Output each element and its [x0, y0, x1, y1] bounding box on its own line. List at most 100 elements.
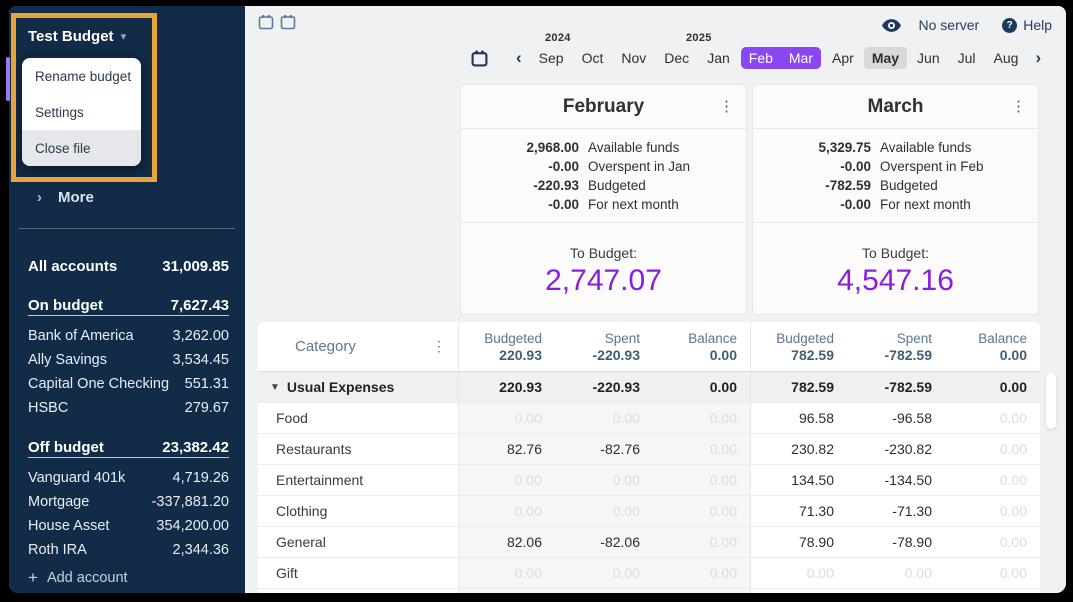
account-row[interactable]: Roth IRA 2,344.36	[28, 540, 229, 560]
feb-spent-header: Spent -220.93	[555, 322, 653, 371]
mar-balance-cell: 0.00	[999, 472, 1027, 488]
account-name: HSBC	[28, 400, 69, 416]
card-stats: 2,968.00 Available funds -0.00 Overspent…	[461, 129, 746, 223]
menu-item-close-file[interactable]: Close file	[22, 130, 141, 166]
off-budget-label: Off budget	[28, 438, 104, 456]
feb-budgeted-cell[interactable]: 0.00	[458, 558, 555, 588]
account-row[interactable]: HSBC 279.67	[28, 398, 229, 418]
feb-budgeted-cell[interactable]: 0.00	[458, 403, 555, 433]
account-row[interactable]: Bank of America 3,262.00	[28, 326, 229, 346]
calendar-icon[interactable]	[280, 14, 296, 30]
chevron-right-icon: ›	[37, 189, 42, 206]
mar-budgeted-cell[interactable]: 134.50	[750, 465, 847, 495]
to-budget-amount[interactable]: 2,747.07	[545, 264, 662, 297]
month-item-jan[interactable]: Jan	[707, 50, 730, 66]
mar-budgeted-cell[interactable]: 0.00	[750, 558, 847, 588]
month-card-february: February ⋮ 2,968.00 Available funds -0.0…	[460, 84, 747, 315]
previous-months-button[interactable]: ‹	[516, 48, 522, 67]
dots-menu-icon[interactable]: ⋮	[1011, 98, 1026, 115]
feb-balance-header: Balance 0.00	[653, 322, 750, 371]
account-name: Ally Savings	[28, 352, 107, 368]
mar-budgeted-cell[interactable]: 96.58	[750, 403, 847, 433]
account-balance: 4,719.26	[172, 470, 229, 486]
calendar-picker-icon[interactable]	[471, 50, 488, 67]
account-row[interactable]: House Asset 354,200.00	[28, 516, 229, 536]
calendar-icon[interactable]	[258, 14, 274, 30]
stat-label: Available funds	[588, 140, 680, 155]
column-label: Spent	[604, 330, 640, 346]
mar-budgeted-cell[interactable]: 71.30	[750, 496, 847, 526]
off-budget-value: 23,382.42	[162, 438, 229, 456]
account-row[interactable]: Capital One Checking 551.31	[28, 374, 229, 394]
mar-budgeted-cell[interactable]: 78.90	[750, 527, 847, 557]
category-name[interactable]: General	[276, 534, 326, 550]
feb-budgeted-cell[interactable]: 82.06	[458, 527, 555, 557]
mar-budgeted-cell[interactable]: 230.82	[750, 434, 847, 464]
mar-spent-cell: -230.82	[884, 441, 932, 457]
sidebar-item-all-accounts[interactable]: All accounts 31,009.85	[28, 256, 229, 276]
all-accounts-value: 31,009.85	[162, 257, 229, 275]
month-item-jul[interactable]: Jul	[957, 50, 976, 66]
month-item-nov[interactable]: Nov	[621, 50, 647, 66]
feb-budgeted-cell[interactable]: 0.00	[458, 465, 555, 495]
to-budget-amount[interactable]: 4,547.16	[837, 264, 954, 297]
month-item-sep[interactable]: Sep	[538, 50, 564, 66]
account-row[interactable]: Vanguard 401k 4,719.26	[28, 468, 229, 488]
server-status-button[interactable]: No server	[918, 17, 980, 33]
month-item-may-current[interactable]: May	[863, 47, 908, 69]
card-header: March ⋮	[753, 85, 1038, 129]
stat-value: -220.93	[533, 178, 579, 193]
month-item-apr[interactable]: Apr	[832, 50, 854, 66]
feb-budgeted-cell[interactable]: 82.76	[458, 434, 555, 464]
sidebar-group-off-budget[interactable]: Off budget 23,382.42	[28, 437, 229, 457]
month-item-feb-selected[interactable]: Feb	[748, 50, 773, 66]
month-item-oct[interactable]: Oct	[581, 50, 604, 66]
category-row-entertainment: Entertainment 0.00 0.00 0.00 134.50 -134…	[258, 465, 1040, 496]
feb-budgeted-cell[interactable]: 0.00	[458, 496, 555, 526]
month-item-jun[interactable]: Jun	[917, 50, 940, 66]
dots-menu-icon[interactable]: ⋮	[719, 98, 734, 115]
mar-spent-cell: -78.90	[892, 534, 932, 550]
account-balance: 3,534.45	[172, 352, 229, 368]
stat-value: 5,329.75	[818, 140, 871, 155]
menu-item-rename-budget[interactable]: Rename budget	[35, 68, 132, 84]
menu-item-settings[interactable]: Settings	[35, 104, 84, 120]
next-months-button[interactable]: ›	[1035, 48, 1042, 67]
category-name[interactable]: Entertainment	[276, 472, 364, 488]
year-label-2025: 2025	[686, 32, 712, 44]
dots-menu-icon[interactable]: ⋮	[432, 338, 446, 354]
category-row-gift: Gift 0.00 0.00 0.00 0.00 0.00 0.00	[258, 558, 1040, 589]
privacy-eye-icon[interactable]	[881, 18, 901, 32]
off-budget-underline	[28, 457, 229, 458]
mar-spent-header: Spent -782.59	[847, 322, 945, 371]
vertical-scrollbar-thumb[interactable]	[1046, 373, 1056, 429]
category-group-row[interactable]: ▼ Usual Expenses 220.93 -220.93 0.00 782…	[258, 372, 1040, 403]
month-item-dec[interactable]: Dec	[664, 50, 690, 66]
category-name[interactable]: Food	[276, 410, 308, 426]
account-name: Bank of America	[28, 328, 134, 344]
column-label: Spent	[896, 330, 932, 346]
card-stats: 5,329.75 Available funds -0.00 Overspent…	[753, 129, 1038, 223]
category-name[interactable]: Gift	[276, 565, 298, 581]
month-summary-cards: February ⋮ 2,968.00 Available funds -0.0…	[460, 84, 1039, 315]
account-row[interactable]: Ally Savings 3,534.45	[28, 350, 229, 370]
account-row[interactable]: Mortgage -337,881.20	[28, 492, 229, 512]
sidebar-group-on-budget[interactable]: On budget 7,627.43	[28, 295, 229, 315]
help-button[interactable]: ? Help	[1002, 17, 1052, 33]
column-total: 220.93	[499, 346, 542, 363]
budget-file-dropdown[interactable]: Test Budget ▾	[28, 28, 126, 45]
sidebar-divider	[19, 228, 235, 229]
partial-row	[258, 589, 1040, 593]
feb-budgeted-header: Budgeted 220.93	[458, 322, 555, 371]
expander-icon[interactable]: ▼	[270, 381, 280, 393]
sidebar-item-more[interactable]: › More	[37, 189, 94, 206]
stat-value: 2,968.00	[526, 140, 579, 155]
month-item-aug[interactable]: Aug	[993, 50, 1019, 66]
month-item-mar-selected[interactable]: Mar	[788, 50, 814, 66]
category-name[interactable]: Clothing	[276, 503, 328, 519]
caret-down-icon: ▾	[120, 31, 127, 43]
add-account-button[interactable]: + Add account	[28, 569, 128, 586]
category-name[interactable]: Restaurants	[276, 441, 352, 457]
account-name: Vanguard 401k	[28, 470, 126, 486]
